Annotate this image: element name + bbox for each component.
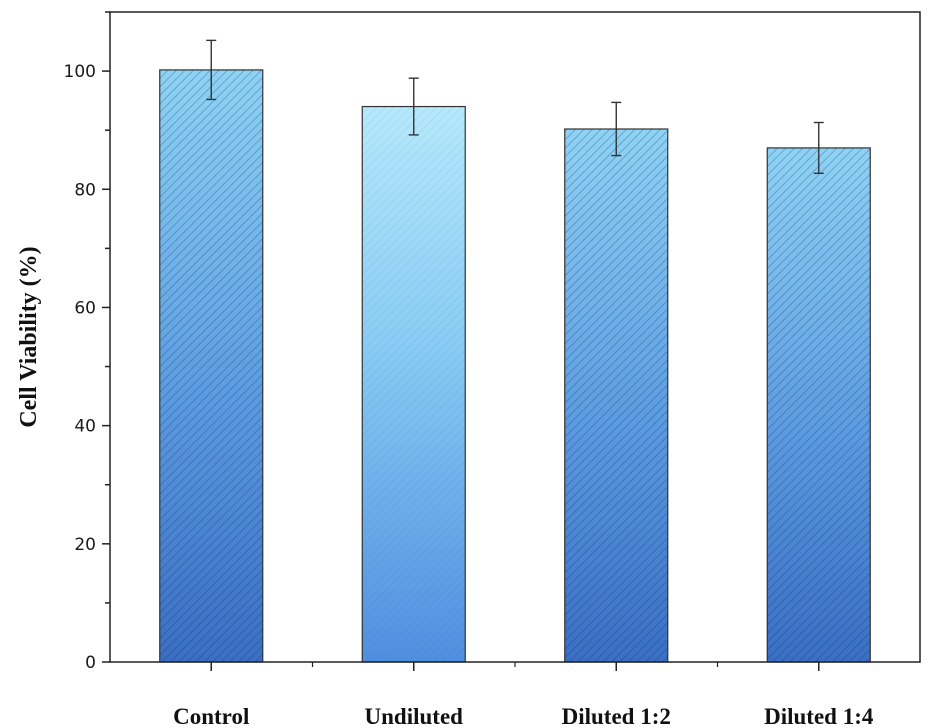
y-tick-label: 80	[74, 180, 96, 200]
axis-layer: Control Undiluted Diluted 1:2 Diluted 1:4 0 2…	[64, 11, 874, 728]
x-tick-label: Control	[173, 704, 249, 728]
x-tick-label: Diluted 1:2	[562, 704, 671, 728]
bar-diluted-1-2	[564, 128, 669, 663]
bar-outline	[361, 105, 466, 663]
bar-outline	[159, 69, 264, 663]
bar-outline	[766, 147, 871, 663]
y-tick-label: 20	[74, 535, 96, 555]
x-tick-label: Diluted 1:4	[764, 704, 874, 728]
y-tick-label: 100	[64, 62, 96, 82]
bar-control	[159, 69, 264, 663]
error-bars-layer	[206, 39, 824, 175]
y-tick-label: 60	[74, 298, 96, 318]
bar-diluted-1-4	[766, 147, 871, 663]
error-bar	[408, 77, 419, 136]
x-tick-label: Undiluted	[365, 704, 464, 728]
y-tick-label: 0	[85, 653, 96, 673]
bar-undiluted	[361, 105, 466, 663]
error-bar	[611, 101, 622, 157]
error-bar	[206, 39, 217, 101]
error-bar	[813, 121, 824, 175]
y-tick-label: 40	[74, 417, 96, 437]
y-axis-title: Cell Viability (%)	[16, 246, 42, 427]
bar-outline	[564, 128, 669, 663]
bars-layer	[159, 69, 871, 663]
